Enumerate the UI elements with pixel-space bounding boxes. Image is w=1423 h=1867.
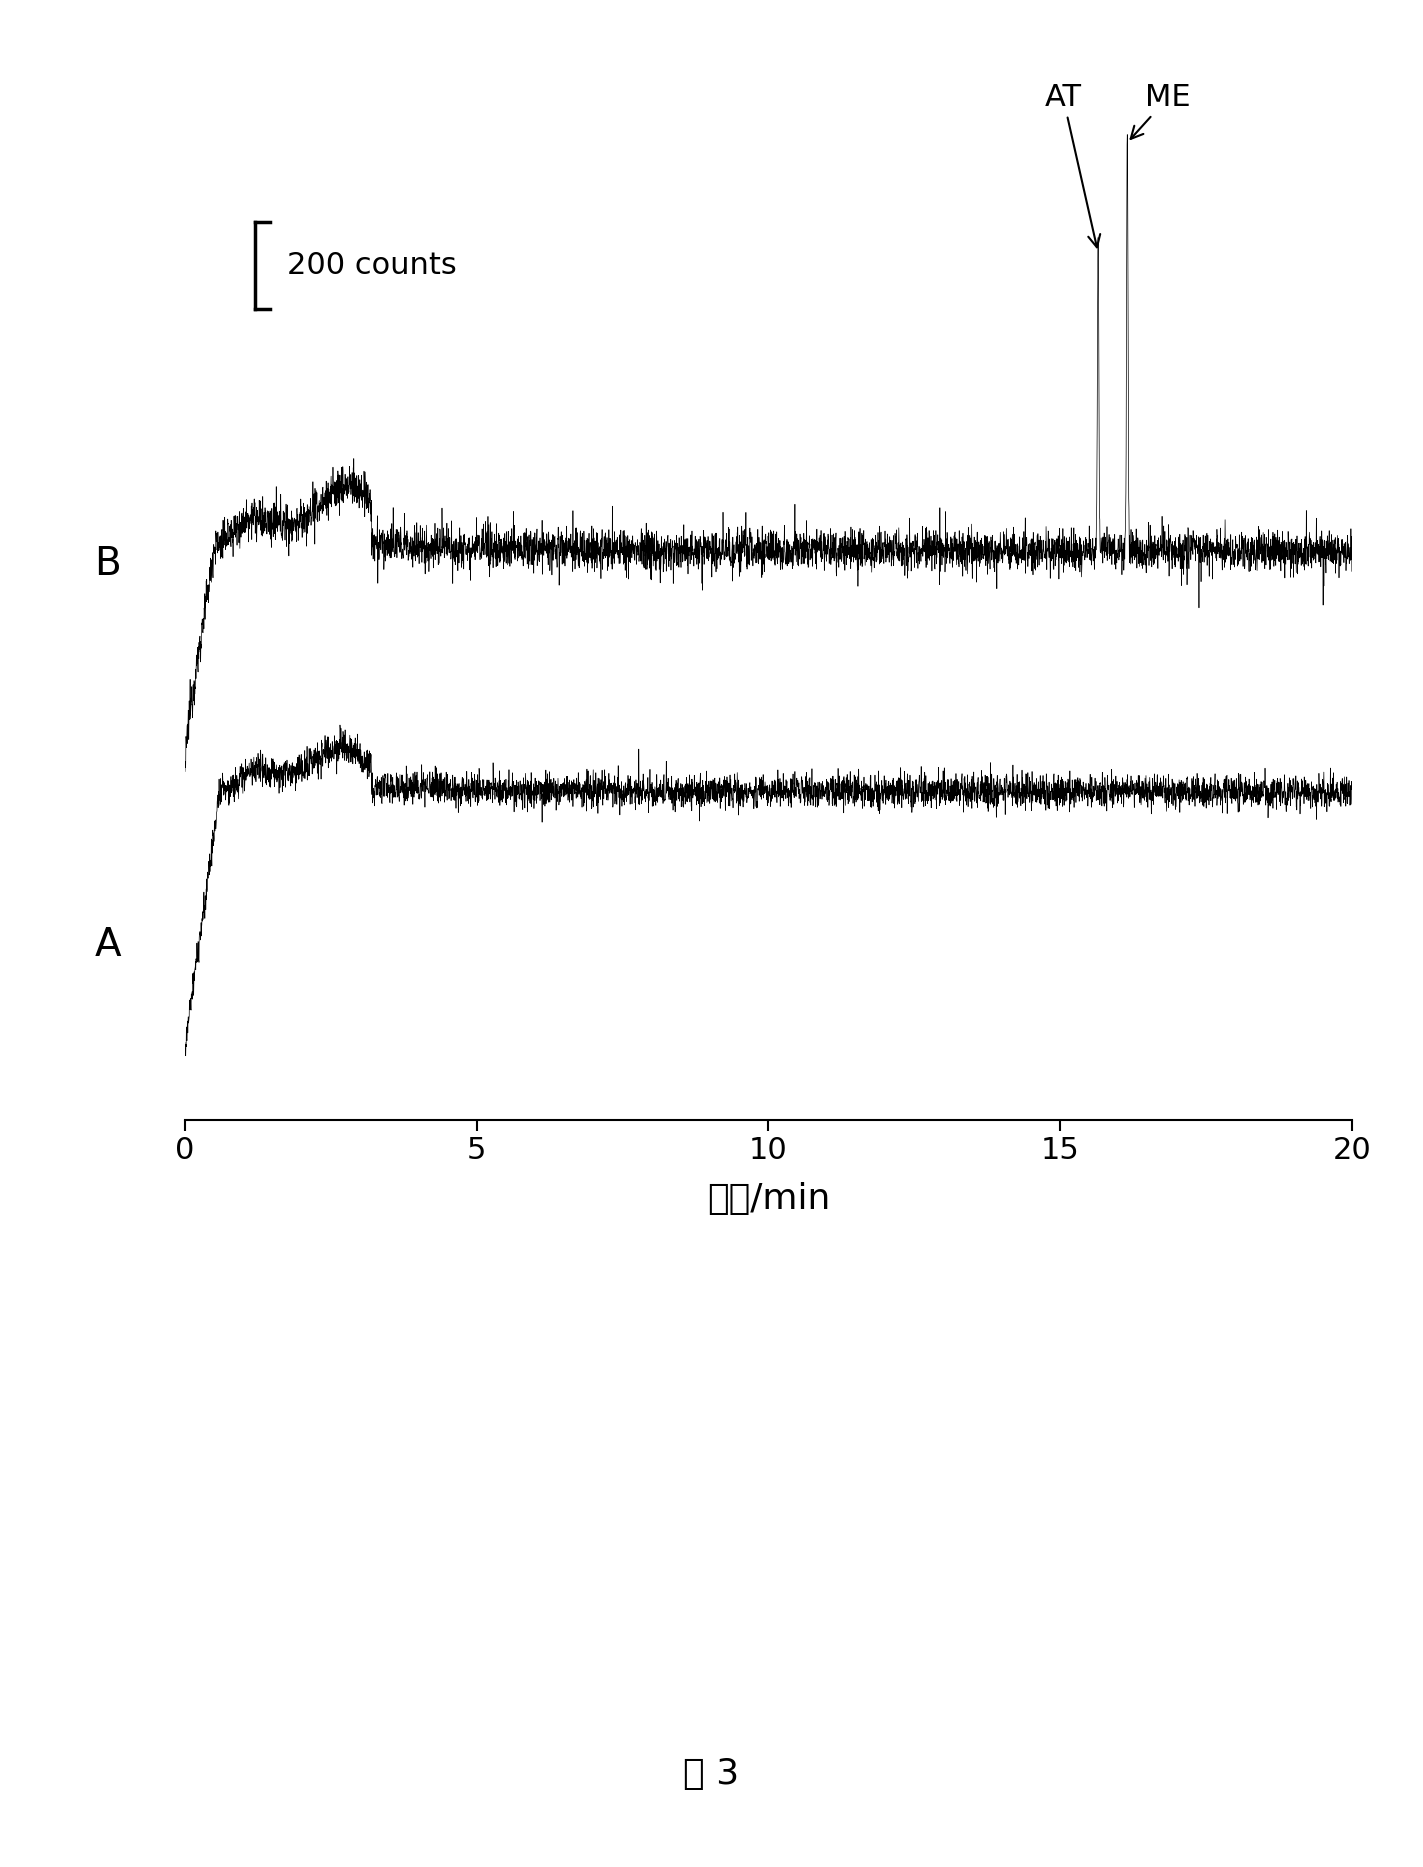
Text: AT: AT: [1044, 82, 1100, 246]
Text: 200 counts: 200 counts: [287, 250, 457, 280]
Text: 图 3: 图 3: [683, 1757, 740, 1790]
Text: B: B: [94, 545, 121, 583]
X-axis label: 时间/min: 时间/min: [707, 1182, 830, 1215]
Text: ME: ME: [1131, 82, 1191, 138]
Text: A: A: [94, 926, 121, 963]
